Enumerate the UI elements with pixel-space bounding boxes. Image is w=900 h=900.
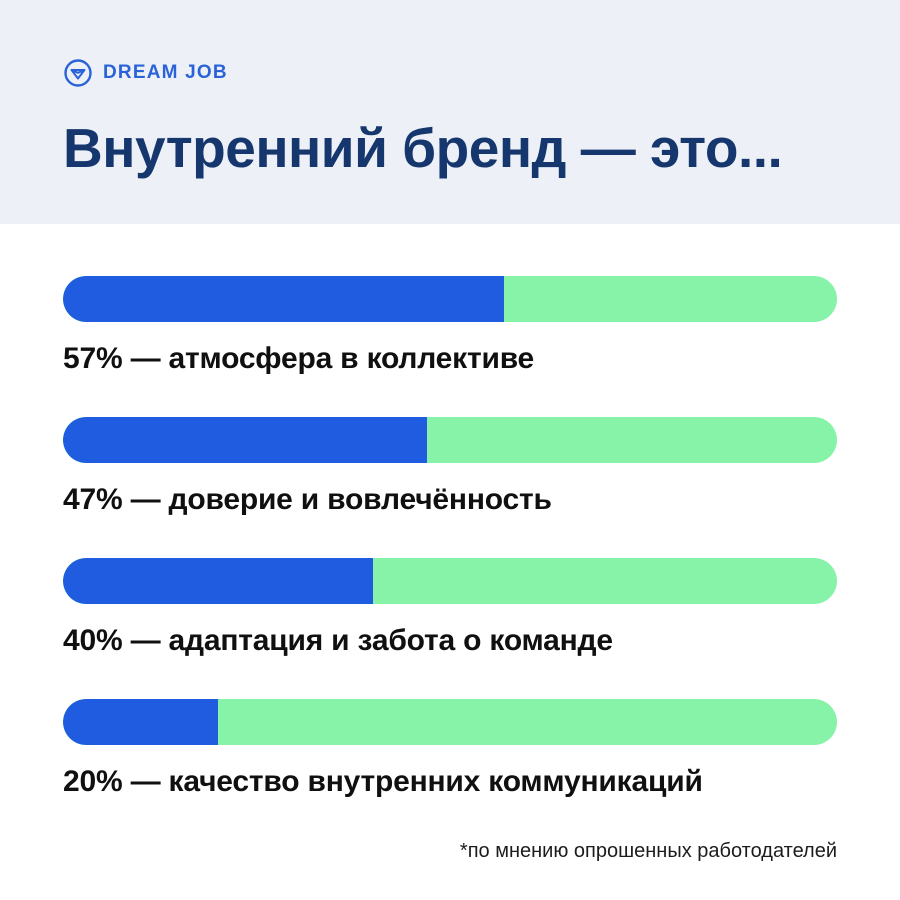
page-title: Внутренний бренд — это... — [63, 117, 783, 179]
header-section: DREAM JOB Внутренний бренд — это... — [0, 0, 900, 224]
bar-label: 20% — качество внутренних коммуникаций — [63, 764, 703, 798]
bar-label: 47% — доверие и вовлечённость — [63, 482, 552, 516]
bar-fill — [63, 698, 218, 745]
bar-track — [63, 557, 837, 604]
bar-row: 40% — адаптация и забота о команде — [63, 557, 837, 658]
brand-name: DREAM JOB — [103, 62, 228, 83]
bar-row: 47% — доверие и вовлечённость — [63, 416, 837, 517]
footnote: *по мнению опрошенных работодателей — [459, 839, 837, 862]
bar-fill — [63, 275, 505, 322]
bar-chart: 57% — атмосфера в коллективе 47% — довер… — [63, 275, 837, 799]
bar-track — [63, 698, 837, 745]
bar-row: 57% — атмосфера в коллективе — [63, 275, 837, 376]
dreamjob-circle-gem-icon — [63, 58, 93, 88]
bar-label: 57% — атмосфера в коллективе — [63, 341, 535, 375]
bar-label: 40% — адаптация и забота о команде — [63, 623, 613, 657]
bar-track — [63, 416, 837, 463]
bar-fill — [63, 557, 373, 604]
chart-section: 57% — атмосфера в коллективе 47% — довер… — [0, 224, 900, 863]
bar-track — [63, 275, 837, 322]
bar-fill — [63, 416, 427, 463]
bar-row: 20% — качество внутренних коммуникаций — [63, 698, 837, 799]
brand-logo: DREAM JOB — [63, 58, 837, 88]
